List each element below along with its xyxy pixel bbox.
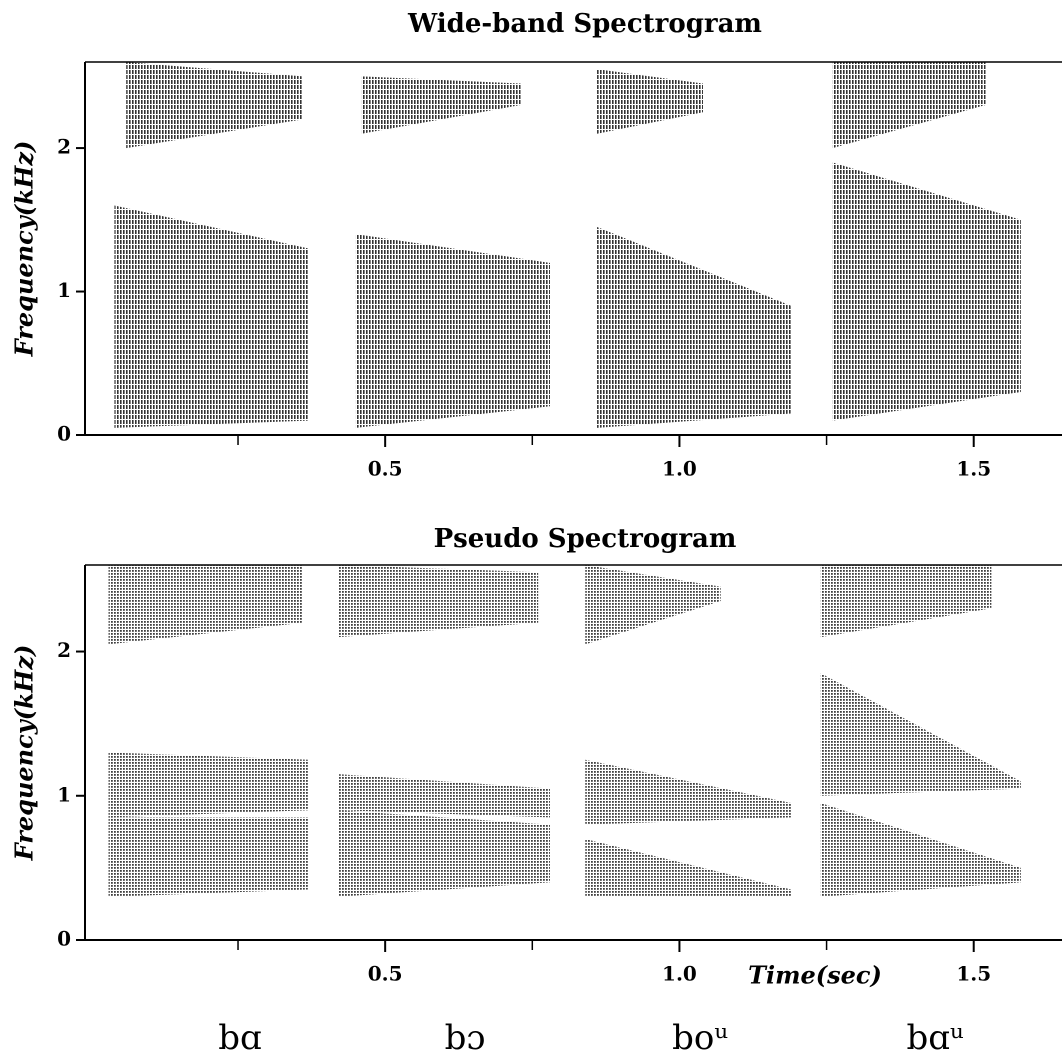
formant-band	[820, 802, 1021, 897]
x-tick-label: 1.0	[662, 457, 697, 481]
formant-band	[361, 76, 521, 134]
x-tick-label: 1.5	[956, 457, 991, 481]
formant-band	[585, 565, 721, 645]
y-tick-label: 2	[57, 638, 71, 662]
syllable-label: bɑ	[218, 1018, 262, 1058]
formant-band	[338, 565, 539, 638]
formant-band	[585, 839, 792, 897]
formant-band	[108, 817, 309, 897]
formant-band	[820, 565, 992, 638]
formant-band	[338, 774, 550, 818]
syllable-label: bɑᵘ	[906, 1018, 963, 1058]
x-tick-label: 0.5	[368, 457, 403, 481]
formant-band	[108, 752, 309, 818]
y-tick-label: 0	[57, 927, 71, 951]
y-tick-label: 1	[57, 278, 71, 302]
formant-band	[820, 673, 1021, 796]
formant-band	[114, 205, 309, 428]
formant-band	[126, 62, 303, 149]
x-tick-label: 1.0	[662, 962, 697, 986]
y-tick-label: 0	[57, 422, 71, 446]
syllable-label: boᵘ	[672, 1018, 728, 1058]
formant-band	[832, 162, 1021, 421]
formant-band	[108, 565, 303, 645]
y-tick-label: 2	[57, 135, 71, 159]
chart-title: Wide-band Spectrogram	[407, 9, 762, 39]
formant-band	[597, 69, 703, 134]
formant-band	[585, 759, 792, 825]
chart-title: Pseudo Spectrogram	[434, 524, 737, 554]
x-tick-label: 0.5	[368, 962, 403, 986]
formant-band	[597, 226, 792, 428]
formant-band	[355, 234, 550, 428]
x-axis-label: Time(sec)	[748, 961, 882, 990]
y-tick-label: 1	[57, 782, 71, 806]
y-axis-label: Frequency(kHz)	[10, 645, 39, 862]
formant-band	[338, 810, 550, 897]
syllable-label: bɔ	[445, 1018, 486, 1058]
y-axis-label: Frequency(kHz)	[10, 141, 39, 358]
x-tick-label: 1.5	[956, 962, 991, 986]
formant-band	[832, 62, 986, 149]
